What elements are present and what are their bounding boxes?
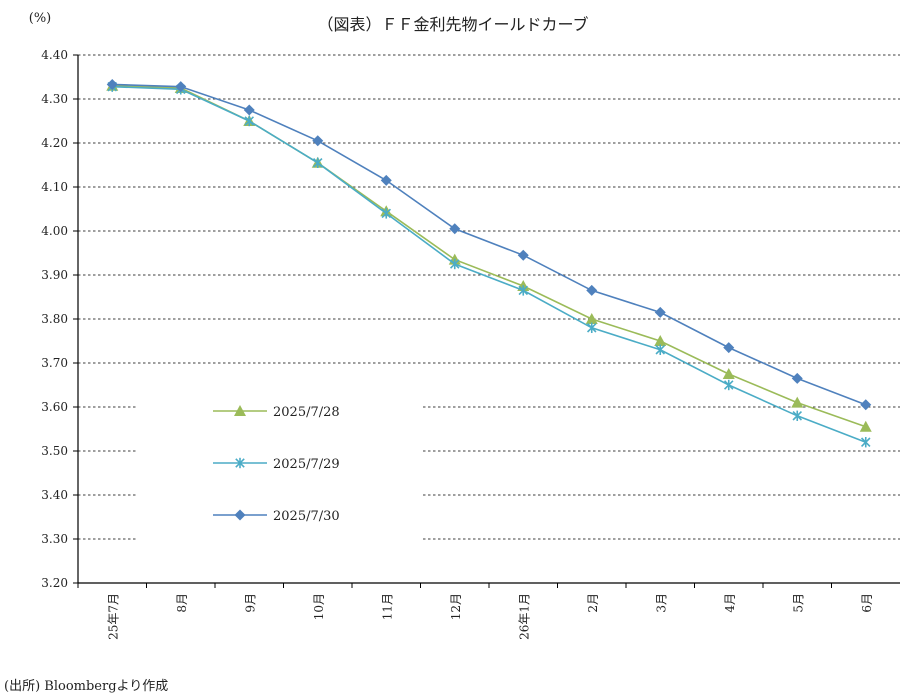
y-axis-unit-label: (%) (29, 11, 52, 26)
data-point (517, 249, 529, 261)
x-tick-label: 10月 (312, 593, 326, 620)
x-tick-label: 12月 (449, 593, 463, 620)
y-tick-label: 3.40 (41, 488, 68, 502)
y-tick-label: 3.20 (41, 576, 68, 590)
triangle-marker-shape (791, 396, 804, 408)
y-tick-label: 4.00 (41, 224, 68, 238)
data-point (381, 208, 392, 219)
legend-marker (234, 509, 246, 521)
y-tick-label: 4.20 (41, 136, 68, 150)
legend: 2025/7/28 2025/7/29 2025/7/30 (138, 388, 423, 540)
x-tick-label: 4月 (723, 593, 737, 613)
axes (77, 55, 900, 584)
y-tick-label: 3.30 (41, 532, 68, 546)
diamond-marker-shape (243, 104, 255, 116)
diamond-marker-shape (234, 509, 246, 521)
data-point (722, 368, 735, 379)
legend-label: 2025/7/29 (273, 457, 340, 472)
diamond-marker-shape (106, 78, 118, 90)
data-point (654, 335, 667, 346)
x-tick-label: 3月 (654, 593, 668, 613)
data-point (655, 344, 666, 355)
legend-item: 2025/7/30 (213, 509, 340, 524)
x-tick-label: 5月 (791, 593, 805, 613)
data-point (723, 379, 734, 391)
y-tick-label: 4.10 (41, 180, 68, 194)
diamond-marker-shape (654, 306, 666, 318)
legend-background (138, 388, 423, 540)
data-point (860, 399, 872, 411)
series-line (112, 85, 867, 428)
diamond-marker-shape (723, 342, 735, 354)
x-tick-label: 2月 (586, 593, 600, 613)
y-tick-label: 4.40 (41, 48, 68, 62)
y-tick-label: 3.50 (41, 444, 68, 458)
y-tick-label: 3.70 (41, 356, 68, 370)
legend-label: 2025/7/30 (273, 509, 340, 524)
x-axis-ticks: 25年7月 8月 9月 10月 11月 12月 26年1月 2月 3月 4月 5月 6月 (77, 583, 874, 640)
diamond-marker-shape (517, 249, 529, 261)
data-point (860, 437, 871, 448)
chart-title: （図表）ＦＦ金利先物イールドカーブ (317, 15, 588, 34)
data-point (723, 342, 735, 354)
diamond-marker-shape (312, 135, 324, 147)
x-tick-label: 25年7月 (106, 593, 120, 640)
diamond-marker-shape (175, 81, 187, 93)
data-point (585, 313, 598, 324)
y-axis-ticks: 4.40 4.30 4.20 4.10 4.00 3.90 3.80 3.70 3.60 3.50… (41, 48, 78, 590)
series-2025/7/29 (107, 81, 871, 448)
x-tick-label: 6月 (860, 593, 874, 613)
diamond-marker-shape (860, 399, 872, 411)
data-point (175, 81, 187, 93)
x-tick-label: 11月 (380, 593, 394, 620)
legend-label: 2025/7/28 (273, 405, 340, 420)
triangle-marker-shape (234, 405, 246, 416)
legend-item: 2025/7/29 (213, 457, 340, 472)
data-point (518, 285, 529, 296)
data-point (449, 223, 461, 235)
triangle-marker-shape (859, 420, 872, 432)
data-point (243, 104, 255, 116)
diamond-marker-shape (586, 284, 598, 296)
x-tick-label: 26年1月 (517, 593, 531, 640)
triangle-marker-shape (722, 368, 735, 379)
legend-marker (235, 457, 245, 469)
legend-item: 2025/7/28 (213, 405, 340, 420)
data-point (244, 115, 255, 127)
data-point (791, 372, 803, 384)
data-point (106, 78, 118, 90)
y-tick-label: 3.60 (41, 400, 68, 414)
data-point (859, 420, 872, 432)
source-note: (出所) Bloombergより作成 (4, 679, 168, 694)
x-tick-label: 9月 (243, 593, 257, 613)
data-point (792, 410, 803, 421)
series-line (112, 83, 867, 406)
data-point (586, 284, 598, 296)
legend-marker (234, 405, 246, 416)
data-point (312, 157, 323, 168)
triangle-marker-shape (585, 313, 598, 324)
series-2025/7/30 (106, 78, 872, 411)
series-layer (106, 78, 872, 448)
series-line (112, 85, 867, 443)
triangle-marker-shape (654, 335, 667, 346)
diamond-marker-shape (380, 174, 392, 186)
y-tick-label: 4.30 (41, 92, 68, 106)
data-point (449, 258, 460, 270)
y-tick-label: 3.80 (41, 312, 68, 326)
series-2025/7/28 (106, 79, 872, 432)
diamond-marker-shape (791, 372, 803, 384)
x-tick-label: 8月 (175, 593, 189, 613)
y-tick-label: 3.90 (41, 268, 68, 282)
data-point (791, 396, 804, 408)
data-point (380, 174, 392, 186)
data-point (654, 306, 666, 318)
data-point (312, 135, 324, 147)
data-point (586, 322, 597, 333)
diamond-marker-shape (449, 223, 461, 235)
